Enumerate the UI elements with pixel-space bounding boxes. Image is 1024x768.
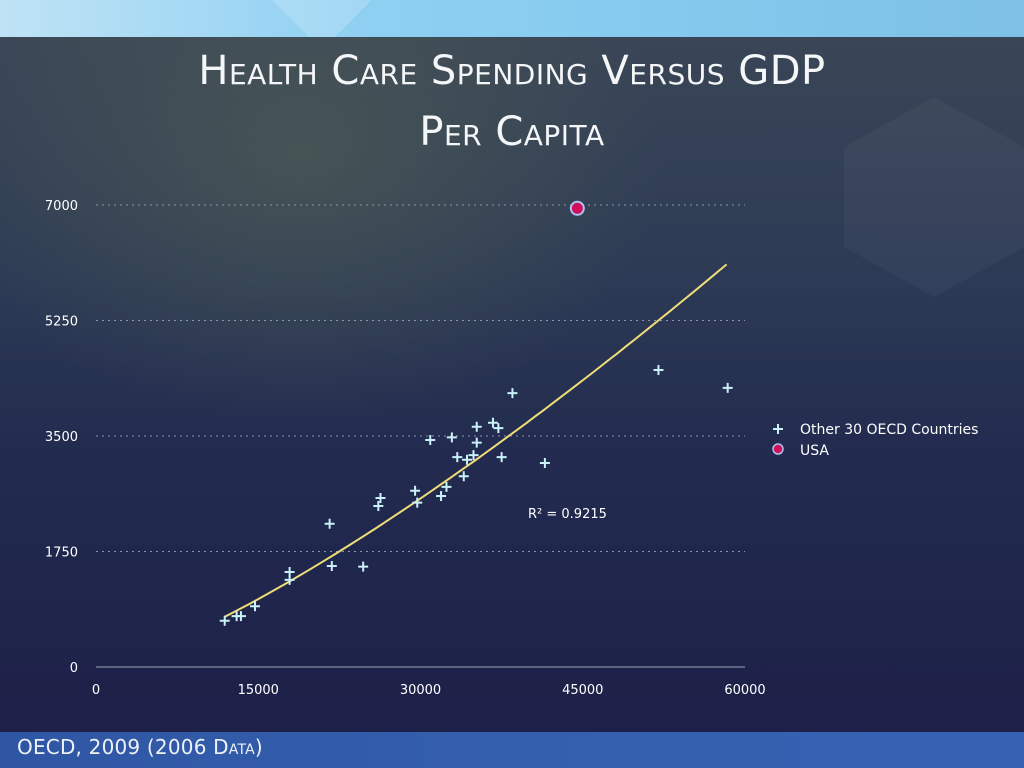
x-tick-label: 60000: [724, 683, 765, 698]
data-point-oecd: [235, 611, 246, 622]
source-footer: OECD, 2009 (2006 Data): [17, 735, 263, 759]
x-tick-label: 0: [92, 683, 100, 698]
data-point-oecd: [496, 452, 507, 463]
data-point-oecd: [471, 421, 482, 432]
data-point-oecd: [284, 574, 295, 585]
legend-item-oecd: Other 30 OECD Countries: [773, 422, 978, 438]
data-point-oecd: [462, 454, 473, 465]
slide-title-line-2: Per Capita: [419, 109, 605, 155]
r-squared-label: R² = 0.9215: [528, 507, 607, 522]
data-point-oecd: [653, 365, 664, 375]
x-tick-label: 15000: [238, 683, 279, 698]
legend: Other 30 OECD Countries USA: [772, 422, 978, 459]
data-point-oecd: [458, 471, 469, 482]
bottom-decorative-band: [0, 732, 1024, 768]
data-point-oecd: [412, 497, 423, 508]
data-point-oecd: [326, 561, 337, 572]
data-point-oecd: [446, 432, 457, 443]
data-point-oecd: [373, 500, 384, 511]
y-tick-label: 7000: [45, 199, 78, 214]
trendline: [224, 263, 728, 618]
data-point-oecd: [250, 601, 261, 612]
x-tick-label: 45000: [562, 683, 603, 698]
data-point-oecd: [539, 458, 550, 469]
top-decorative-band: [0, 0, 1024, 50]
slide-title-line-1: Health Care Spending Versus GDP: [198, 48, 826, 94]
legend-item-usa: USA: [772, 443, 829, 459]
trendline-group: [224, 263, 728, 618]
legend-circle-icon: [772, 443, 784, 455]
data-point-oecd: [425, 434, 436, 445]
data-point-usa: [569, 200, 585, 216]
data-point-oecd: [487, 417, 498, 428]
y-tick-label: 0: [70, 661, 78, 676]
data-point-oecd: [441, 481, 452, 492]
data-point-oecd: [493, 423, 504, 434]
data-point-oecd: [722, 382, 733, 393]
data-point-oecd: [410, 485, 421, 496]
y-tick-label: 3500: [45, 430, 78, 445]
data-points: [219, 200, 733, 626]
legend-label-oecd: Other 30 OECD Countries: [800, 422, 978, 438]
legend-cross-icon: [773, 424, 783, 434]
data-point-oecd: [324, 518, 335, 529]
x-tick-label: 30000: [400, 683, 441, 698]
data-point-oecd: [358, 561, 369, 572]
legend-label-usa: USA: [800, 443, 829, 459]
data-point-oecd: [507, 388, 518, 399]
data-point-oecd: [468, 450, 479, 461]
data-point-oecd: [471, 437, 482, 448]
slide-background: [0, 37, 1024, 732]
data-point-oecd: [452, 452, 463, 463]
data-point-oecd: [219, 615, 230, 626]
data-point-oecd: [436, 491, 447, 502]
axes: 0 1750 3500 5250 7000 0 15000 30000 45000 60000: [45, 199, 766, 698]
gridlines: [96, 204, 745, 552]
data-point-oecd: [375, 493, 386, 504]
y-tick-label: 1750: [45, 546, 78, 561]
y-tick-label: 5250: [45, 315, 78, 330]
